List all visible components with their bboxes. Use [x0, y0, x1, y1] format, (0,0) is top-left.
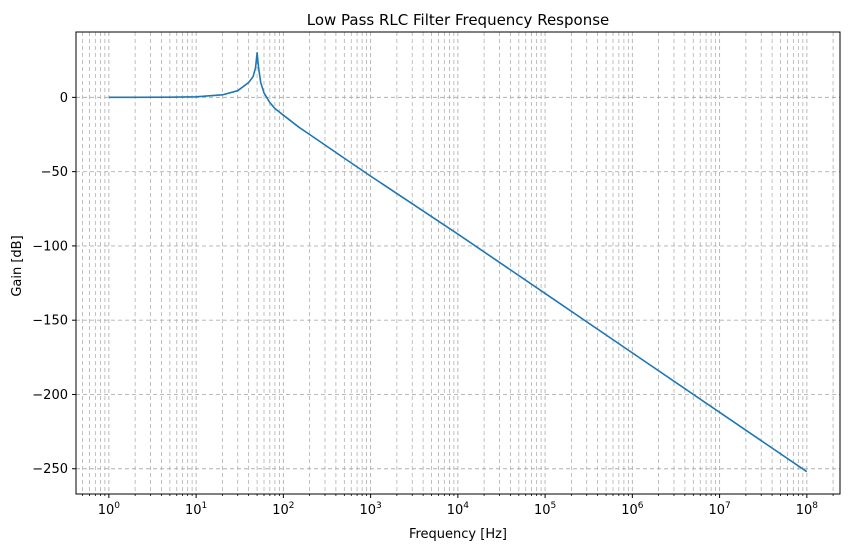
x-tick-exponent: 6: [638, 501, 644, 511]
y-tick-label: −50: [41, 165, 68, 180]
chart-title: Low Pass RLC Filter Frequency Response: [307, 11, 610, 29]
x-tick-mantissa: 10: [621, 503, 638, 518]
x-tick-label: 100: [98, 501, 121, 518]
x-tick-label: 107: [708, 501, 730, 518]
x-tick-exponent: 2: [289, 501, 295, 511]
x-axis-label: Frequency [Hz]: [409, 527, 507, 542]
x-tick-mantissa: 10: [98, 503, 115, 518]
x-tick-label: 108: [796, 501, 819, 518]
y-tick-label: 0: [60, 91, 68, 106]
grid: [76, 32, 840, 494]
x-tick-mantissa: 10: [272, 503, 289, 518]
x-tick-exponent: 0: [114, 501, 120, 511]
gain-series-line: [108, 52, 808, 473]
x-tick-mantissa: 10: [447, 503, 464, 518]
x-tick-label: 103: [359, 501, 381, 518]
x-tick-mantissa: 10: [359, 503, 376, 518]
y-tick-label: −150: [32, 314, 68, 329]
x-tick-label: 105: [534, 501, 556, 518]
x-tick-mantissa: 10: [796, 503, 813, 518]
x-tick-exponent: 1: [202, 501, 208, 511]
x-tick-label: 102: [272, 501, 294, 518]
x-tick-mantissa: 10: [708, 503, 725, 518]
y-axis-label: Gain [dB]: [10, 235, 25, 296]
x-tick-label: 101: [185, 501, 207, 518]
x-tick-label: 106: [621, 501, 644, 518]
x-tick-mantissa: 10: [185, 503, 202, 518]
y-tick-label: −250: [32, 462, 68, 477]
x-tick-mantissa: 10: [534, 503, 551, 518]
ticks: 100 101 102 103 104 105 106 107 1080−50−100−150−…: [32, 91, 834, 518]
x-tick-exponent: 3: [376, 501, 382, 511]
x-tick-label: 104: [447, 501, 470, 518]
series: [108, 52, 808, 473]
x-tick-exponent: 7: [725, 501, 731, 511]
x-tick-exponent: 5: [551, 501, 557, 511]
x-tick-exponent: 4: [463, 501, 469, 511]
y-tick-label: −200: [32, 388, 68, 403]
y-tick-label: −100: [32, 239, 68, 254]
x-tick-exponent: 8: [812, 501, 818, 511]
